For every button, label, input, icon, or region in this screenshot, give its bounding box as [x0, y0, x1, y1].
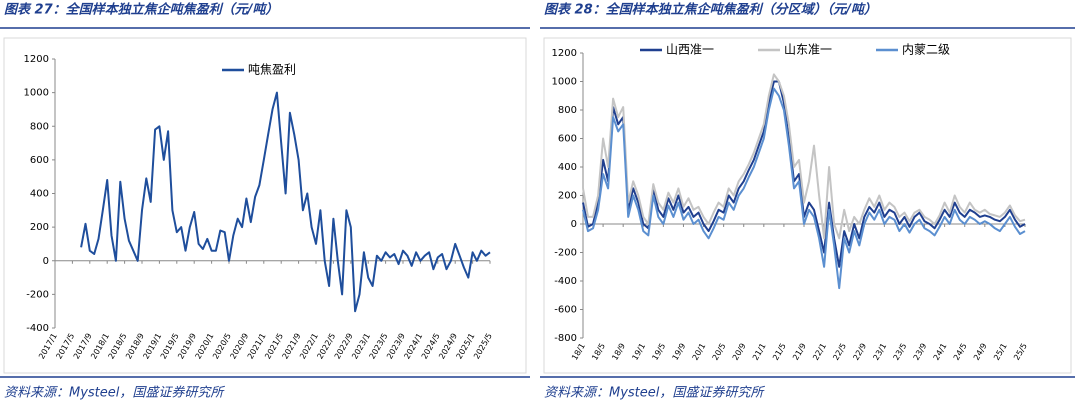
line-series — [80, 91, 491, 313]
x-tick-label: 22/1 — [811, 342, 828, 362]
x-tick-label: 25/1 — [992, 342, 1009, 362]
y-tick-label: 600 — [558, 134, 577, 145]
y-tick-label: -400 — [26, 323, 49, 334]
x-tick-label: 21/9 — [791, 342, 808, 362]
legend-label: 山东准一 — [784, 43, 832, 57]
legend-label: 山西准一 — [666, 43, 714, 57]
chart-frame — [3, 37, 527, 374]
chart-title: 图表 27：全国样本独立焦企吨焦盈利（元/吨） — [4, 2, 278, 18]
y-tick-label: 0 — [43, 256, 49, 267]
x-tick-label: 24/1 — [932, 342, 949, 362]
x-tick-label: 18/9 — [610, 342, 627, 362]
y-tick-label: 600 — [30, 155, 49, 166]
x-tick-label: 18/1 — [570, 342, 587, 362]
x-tick-label: 21/1 — [751, 342, 768, 362]
x-tick-label: 23/1 — [871, 342, 888, 362]
y-tick-label: 800 — [558, 105, 577, 116]
y-tick-label: -200 — [26, 289, 49, 300]
line-series — [582, 87, 1026, 290]
x-tick-label: 23/9 — [912, 342, 929, 362]
y-tick-label: -800 — [554, 333, 577, 344]
x-tick-label: 20/1 — [691, 342, 708, 362]
x-tick-label: 19/1 — [630, 342, 647, 362]
x-tick-label: 24/9 — [972, 342, 989, 362]
y-tick-label: 1000 — [24, 88, 49, 99]
legend-label: 内蒙二级 — [902, 43, 950, 57]
y-tick-label: 1000 — [552, 77, 577, 88]
y-tick-label: 0 — [571, 219, 577, 230]
y-tick-label: 200 — [558, 191, 577, 202]
source-note: 资料来源：Mysteel，国盛证券研究所 — [544, 385, 765, 401]
source-note: 资料来源：Mysteel，国盛证券研究所 — [4, 385, 225, 401]
x-tick-label: 19/5 — [650, 342, 667, 362]
x-tick-label: 20/9 — [731, 342, 748, 362]
x-tick-label: 22/9 — [851, 342, 868, 362]
y-tick-label: 1200 — [552, 48, 577, 59]
x-tick-label: 19/9 — [671, 342, 688, 362]
chart-title: 图表 28：全国样本独立焦企吨焦盈利（分区域）（元/吨） — [544, 2, 877, 18]
y-tick-label: -600 — [554, 305, 577, 316]
x-tick-label: 23/5 — [892, 342, 909, 362]
x-tick-label: 18/5 — [590, 342, 607, 362]
y-tick-label: -200 — [554, 248, 577, 259]
y-tick-label: 400 — [558, 162, 577, 173]
y-tick-label: 800 — [30, 121, 49, 132]
x-tick-label: 21/5 — [771, 342, 788, 362]
y-tick-label: 200 — [30, 222, 49, 233]
y-tick-label: -400 — [554, 276, 577, 287]
legend-label: 吨焦盈利 — [248, 63, 296, 77]
x-tick-label: 25/5 — [1012, 342, 1029, 362]
chart-frame — [543, 37, 1072, 374]
x-tick-label: 22/5 — [831, 342, 848, 362]
x-tick-label: 20/5 — [711, 342, 728, 362]
y-tick-label: 1200 — [24, 54, 49, 65]
x-tick-label: 24/5 — [952, 342, 969, 362]
line-series — [582, 80, 1026, 268]
line-series — [582, 73, 1026, 240]
y-tick-label: 400 — [30, 189, 49, 200]
